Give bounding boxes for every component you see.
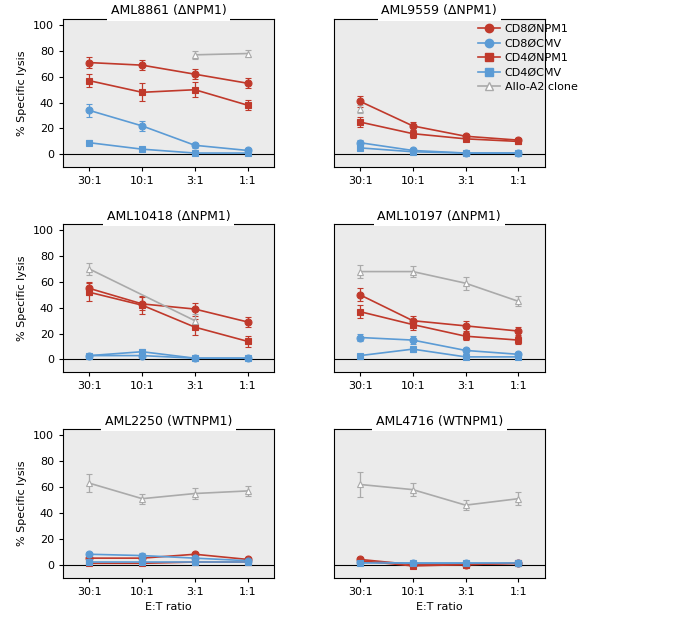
Title: AML9559 (ΔNPM1): AML9559 (ΔNPM1) [382, 4, 497, 17]
Title: AML4716 (WTNPM1): AML4716 (WTNPM1) [376, 415, 503, 428]
Y-axis label: % Specific lysis: % Specific lysis [18, 460, 27, 546]
Title: AML2250 (WTNPM1): AML2250 (WTNPM1) [105, 415, 232, 428]
X-axis label: E:T ratio: E:T ratio [145, 602, 192, 612]
Legend: CD8ØNPM1, CD8ØCMV, CD4ØNPM1, CD4ØCMV, Allo-A2 clone: CD8ØNPM1, CD8ØCMV, CD4ØNPM1, CD4ØCMV, Al… [478, 24, 578, 92]
X-axis label: E:T ratio: E:T ratio [416, 602, 463, 612]
Title: AML8861 (ΔNPM1): AML8861 (ΔNPM1) [111, 4, 226, 17]
Title: AML10197 (ΔNPM1): AML10197 (ΔNPM1) [377, 210, 501, 222]
Y-axis label: % Specific lysis: % Specific lysis [18, 255, 27, 341]
Y-axis label: % Specific lysis: % Specific lysis [18, 50, 27, 136]
Title: AML10418 (ΔNPM1): AML10418 (ΔNPM1) [106, 210, 230, 222]
